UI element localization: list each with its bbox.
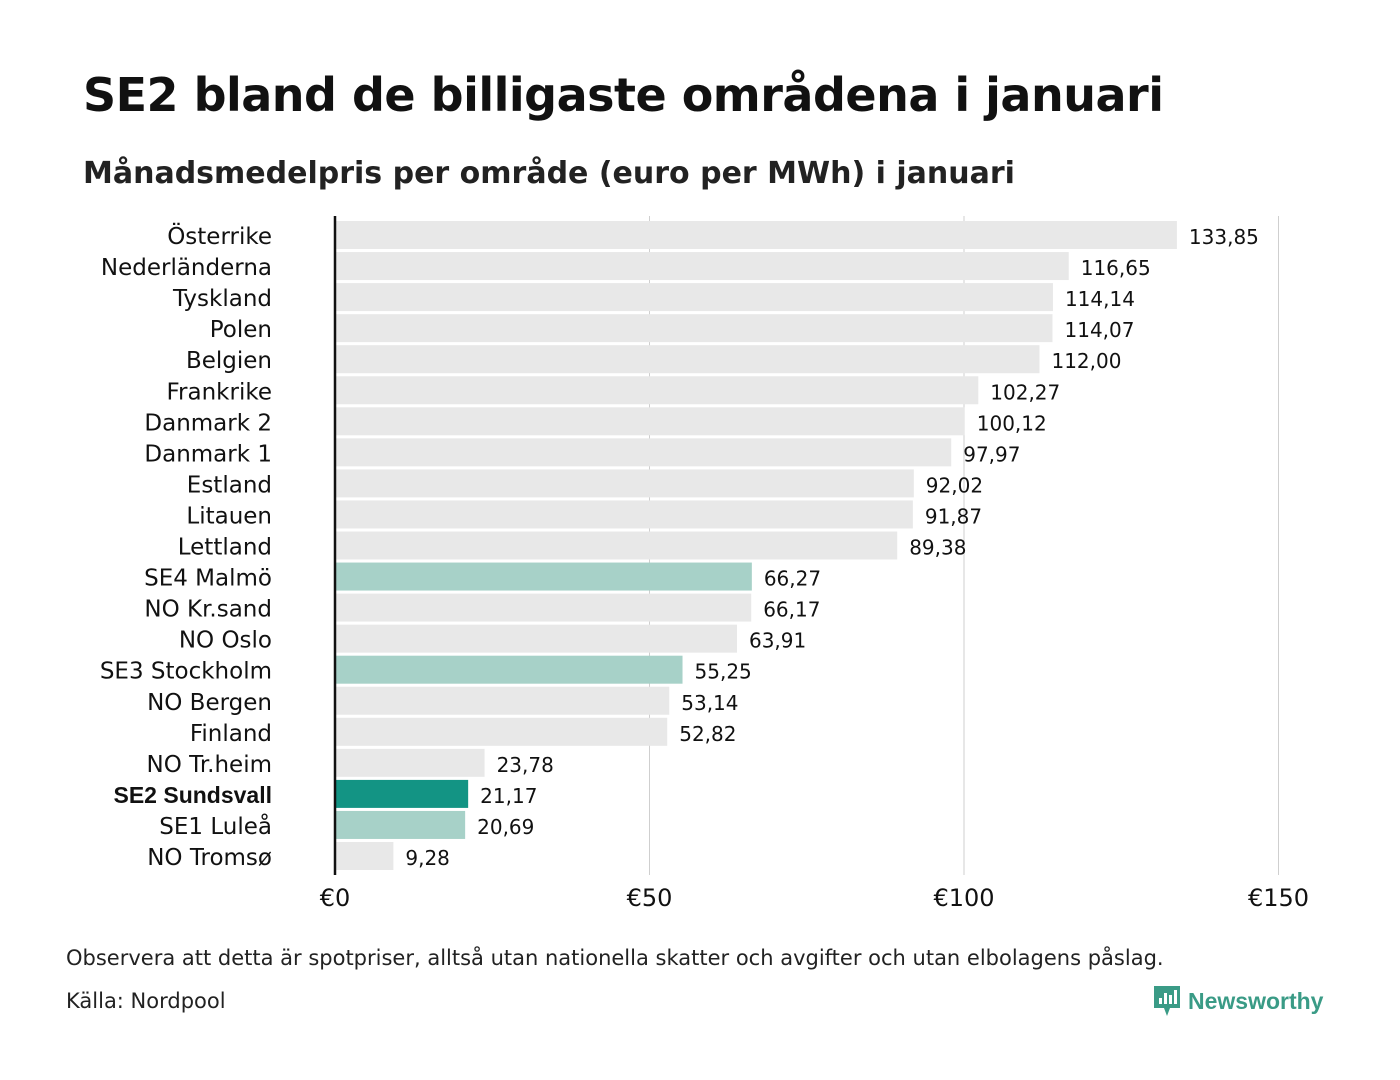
bar-value-label: 102,27 — [990, 380, 1060, 404]
bar-value-label: 55,25 — [695, 660, 752, 684]
bar-value-label: 23,78 — [497, 753, 554, 777]
bar-value-label: 91,87 — [925, 504, 982, 528]
bar — [335, 221, 1177, 249]
bar — [335, 686, 670, 715]
chart-subtitle: Månadsmedelpris per område (euro per MWh… — [83, 156, 1015, 191]
bar — [335, 345, 1040, 374]
bar-value-label: 114,14 — [1065, 287, 1135, 311]
bar-value-label: 66,17 — [763, 598, 820, 622]
x-tick-label: €100 — [933, 884, 994, 912]
bar — [335, 779, 469, 808]
bar-value-label: 53,14 — [681, 691, 738, 715]
footnote: Observera att detta är spotpriser, allts… — [66, 946, 1164, 970]
bar-value-label: 92,02 — [926, 473, 983, 497]
bar — [335, 438, 952, 467]
bar — [335, 624, 737, 653]
category-label: Danmark 2 — [144, 410, 272, 436]
category-label: Tyskland — [172, 286, 272, 312]
bar-value-label: 52,82 — [679, 722, 736, 746]
category-label: SE2 Sundsvall — [113, 782, 272, 808]
bar-value-label: 21,17 — [480, 784, 537, 808]
x-tick-label: €0 — [320, 884, 351, 912]
category-label: SE3 Stockholm — [100, 659, 272, 685]
category-label: SE1 Luleå — [159, 812, 272, 840]
category-label: Danmark 1 — [144, 441, 272, 467]
category-label: NO Kr.sand — [144, 597, 272, 623]
chart-title: SE2 bland de billigaste områdena i janua… — [83, 68, 1164, 122]
bar — [335, 655, 683, 684]
category-label: Nederländerna — [101, 255, 272, 281]
bar — [335, 748, 485, 777]
category-label: SE4 Malmö — [144, 566, 272, 592]
bar — [335, 252, 1069, 281]
category-label: Österrike — [167, 222, 272, 250]
bar — [335, 469, 914, 498]
category-label: NO Tr.heim — [147, 752, 272, 778]
bar — [335, 842, 394, 870]
bar-value-label: 114,07 — [1065, 318, 1135, 342]
bar-value-label: 89,38 — [909, 536, 966, 560]
bar-value-label: 97,97 — [963, 442, 1020, 466]
bar — [335, 376, 979, 405]
bar — [335, 593, 752, 622]
category-label: Frankrike — [167, 379, 273, 405]
category-label: Belgien — [186, 348, 272, 374]
bar-value-label: 112,00 — [1051, 349, 1121, 373]
bar — [335, 283, 1053, 312]
bar — [335, 810, 466, 839]
bar — [335, 500, 913, 529]
x-tick-label: €50 — [627, 884, 673, 912]
newsworthy-logo-icon — [1154, 986, 1180, 1016]
category-label: Litauen — [186, 503, 272, 529]
bar-value-label: 63,91 — [749, 629, 806, 653]
category-label: Finland — [190, 721, 272, 747]
category-label: NO Oslo — [179, 628, 272, 654]
brand-logo: Newsworthy — [1152, 984, 1323, 1018]
bar-value-label: 100,12 — [977, 411, 1047, 435]
bar-value-label: 9,28 — [405, 846, 450, 870]
bar-value-label: 133,85 — [1189, 225, 1259, 249]
bar-chart: 133,85 Österrike 116,65 Nederländerna 114,14… — [100, 216, 1309, 912]
category-label: NO Bergen — [147, 690, 272, 716]
category-label: NO Tromsø — [147, 845, 272, 871]
category-label: Polen — [210, 317, 272, 343]
bar-value-label: 20,69 — [477, 815, 534, 839]
category-label: Estland — [187, 472, 272, 498]
brand-name: Newsworthy — [1188, 987, 1324, 1014]
bar — [335, 407, 965, 436]
source-credit: Källa: Nordpool — [66, 989, 226, 1013]
bar — [335, 531, 898, 560]
bar-value-label: 116,65 — [1081, 256, 1151, 280]
category-label: Lettland — [178, 535, 272, 561]
bar — [335, 717, 668, 746]
bar — [335, 314, 1053, 343]
x-tick-label: €150 — [1248, 884, 1309, 912]
bar-value-label: 66,27 — [764, 567, 821, 591]
bar — [335, 562, 752, 591]
